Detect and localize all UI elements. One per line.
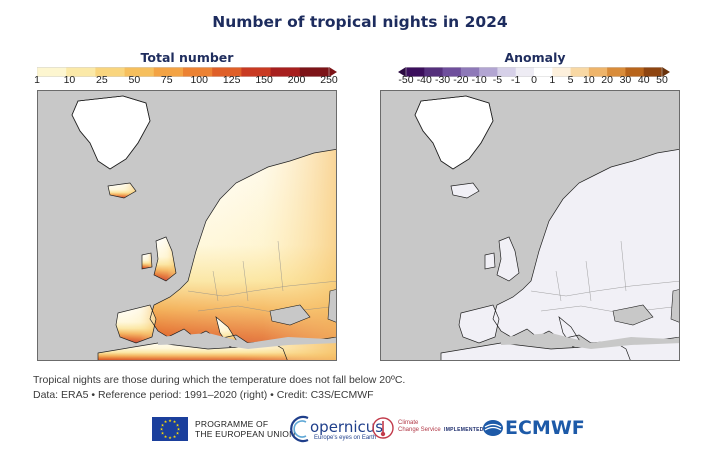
colorbar-tick-label: 50 bbox=[128, 74, 141, 86]
colorbar-segment bbox=[534, 67, 553, 77]
colorbar-segment bbox=[607, 67, 626, 77]
svg-text:★: ★ bbox=[168, 435, 172, 440]
colorbar-segment bbox=[37, 67, 67, 77]
footnote-definition: Tropical nights are those during which t… bbox=[33, 374, 406, 386]
svg-text:★: ★ bbox=[177, 427, 181, 432]
svg-text:★: ★ bbox=[168, 418, 172, 423]
colorbar-tick-label: 75 bbox=[160, 74, 173, 86]
colorbar-tick-label: 1 bbox=[34, 74, 40, 86]
c3s-line2: Change Service bbox=[398, 427, 441, 433]
colorbar-tick-label: 250 bbox=[320, 74, 338, 86]
ecmwf-logo-icon bbox=[483, 420, 503, 436]
colorbar-tick-label: 150 bbox=[255, 74, 273, 86]
colorbar-segment bbox=[643, 67, 663, 77]
colorbar-segment bbox=[497, 67, 517, 77]
colorbar-segment bbox=[625, 67, 645, 77]
copernicus-logo-icon bbox=[290, 415, 309, 443]
colorbar-segment bbox=[424, 67, 444, 77]
colorbar-segment bbox=[588, 67, 608, 77]
colorbar-tick-label: 50 bbox=[656, 74, 668, 86]
colorbar-tick-label: 10 bbox=[63, 74, 76, 86]
eu-flag-icon: ★ ★ ★ ★ ★ ★ ★ ★ ★ ★ ★ ★ bbox=[152, 417, 188, 441]
colorbar-arrow-left bbox=[398, 67, 406, 77]
eu-line1: PROGRAMME OF bbox=[195, 419, 269, 429]
left-panel-title: Total number bbox=[140, 50, 234, 65]
colorbar-tick-label: 40 bbox=[637, 74, 650, 86]
c3s-text: Climate Change Service bbox=[398, 420, 441, 434]
logo-bar: ★ ★ ★ ★ ★ ★ ★ ★ ★ ★ ★ ★ PROGRAMME OF THE EUROPEA… bbox=[0, 410, 720, 446]
copernicus-tagline: Europe's eyes on Earth bbox=[314, 435, 377, 441]
ecmwf-wordmark: ECMWF bbox=[505, 417, 585, 439]
copernicus-wordmark: opernicus bbox=[310, 418, 384, 436]
colorbar-segment bbox=[183, 67, 213, 77]
colorbar-tick-label: -5 bbox=[492, 74, 503, 86]
svg-text:★: ★ bbox=[176, 431, 180, 436]
svg-text:★: ★ bbox=[164, 434, 168, 439]
colorbar-segment bbox=[406, 67, 425, 77]
colorbar-segment bbox=[479, 67, 498, 77]
colorbar-segment bbox=[570, 67, 590, 77]
svg-text:★: ★ bbox=[176, 422, 180, 427]
footnote-credit: Data: ERA5 • Reference period: 1991–2020… bbox=[33, 389, 374, 401]
colorbar-tick-label: 1 bbox=[549, 74, 556, 86]
colorbar-segment bbox=[442, 67, 462, 77]
colorbar-segment bbox=[124, 67, 155, 77]
svg-text:★: ★ bbox=[164, 419, 168, 424]
colorbar-segment bbox=[515, 67, 535, 77]
colorbar-tick-label: 30 bbox=[619, 74, 632, 86]
colorbar-segment bbox=[153, 67, 184, 77]
colorbar-segment bbox=[270, 67, 301, 77]
implemented-by-label: IMPLEMENTED BY bbox=[444, 427, 493, 433]
colorbar-segment bbox=[212, 67, 242, 77]
colorbar-segment bbox=[241, 67, 272, 77]
right-colorbar-ticks: -50 -40 -30 -20 -10 -5 -1 0 1 5 10 20 30 40 50 bbox=[398, 74, 670, 88]
svg-text:★: ★ bbox=[173, 419, 177, 424]
figure-title: Number of tropical nights in 2024 bbox=[212, 13, 508, 31]
right-colorbar bbox=[398, 67, 670, 77]
colorbar-tick-label: 200 bbox=[287, 74, 306, 86]
colorbar-segment bbox=[552, 67, 572, 77]
colorbar-tick-label: 5 bbox=[567, 74, 574, 86]
colorbar-tick-label: 125 bbox=[222, 74, 241, 86]
eu-programme-text: PROGRAMME OF THE EUROPEAN UNION bbox=[195, 419, 295, 439]
svg-text:★: ★ bbox=[160, 427, 164, 432]
right-map bbox=[380, 90, 680, 361]
climate-change-service-icon bbox=[372, 417, 394, 439]
colorbar-segment bbox=[460, 67, 480, 77]
left-colorbar bbox=[37, 67, 337, 77]
colorbar-tick-label: -30 bbox=[434, 74, 451, 86]
right-panel-title: Anomaly bbox=[504, 50, 566, 65]
colorbar-tick-label: -1 bbox=[511, 74, 521, 86]
colorbar-arrow-right bbox=[329, 67, 337, 77]
colorbar-segment bbox=[66, 67, 96, 77]
colorbar-tick-label: -20 bbox=[453, 74, 469, 86]
svg-text:★: ★ bbox=[161, 431, 165, 436]
svg-text:★: ★ bbox=[173, 434, 177, 439]
colorbar-segment bbox=[299, 67, 330, 77]
colorbar-tick-label: -50 bbox=[398, 74, 414, 86]
colorbar-tick-label: -40 bbox=[416, 74, 432, 86]
colorbar-tick-label: 25 bbox=[96, 74, 108, 86]
colorbar-tick-label: 10 bbox=[583, 74, 595, 86]
c3s-line1: Climate bbox=[398, 420, 419, 426]
left-map bbox=[37, 90, 337, 361]
colorbar-tick-label: -10 bbox=[471, 74, 487, 86]
colorbar-tick-label: 100 bbox=[190, 74, 208, 86]
colorbar-tick-label: 20 bbox=[601, 74, 613, 86]
colorbar-tick-label: 0 bbox=[531, 74, 537, 86]
eu-line2: THE EUROPEAN UNION bbox=[195, 429, 296, 439]
colorbar-arrow-right bbox=[662, 67, 670, 77]
colorbar-segment bbox=[95, 67, 126, 77]
left-colorbar-ticks: 1 10 25 50 75 100 125 150 200 250 bbox=[34, 74, 338, 88]
svg-text:★: ★ bbox=[161, 422, 165, 427]
